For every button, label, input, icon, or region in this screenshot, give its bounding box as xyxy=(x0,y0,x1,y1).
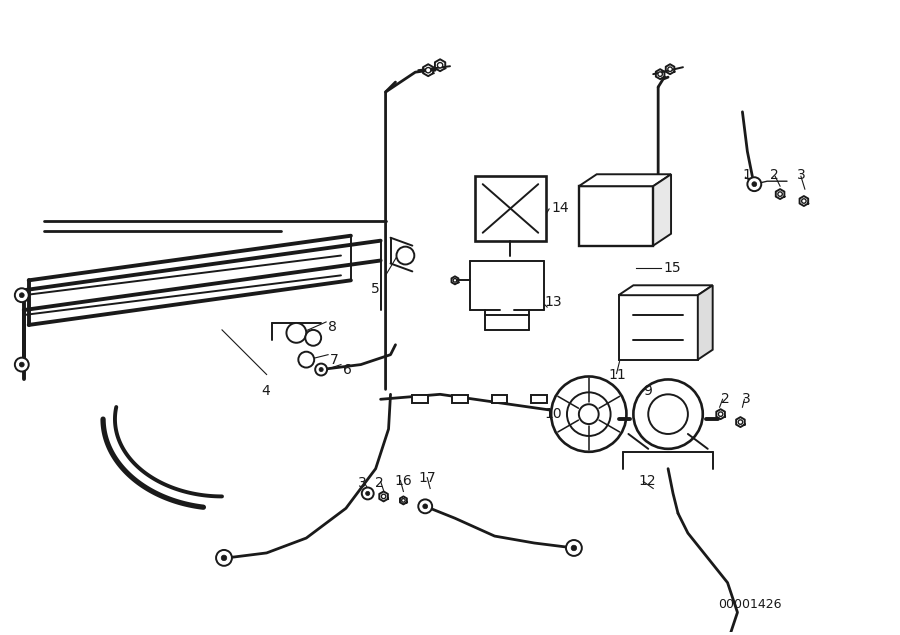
Circle shape xyxy=(418,499,432,513)
Text: 3: 3 xyxy=(742,392,752,406)
Circle shape xyxy=(718,412,723,417)
Circle shape xyxy=(14,358,29,371)
Text: 8: 8 xyxy=(328,320,337,334)
Polygon shape xyxy=(698,285,713,359)
Circle shape xyxy=(579,404,599,424)
Circle shape xyxy=(286,323,306,343)
Text: 16: 16 xyxy=(394,474,412,488)
Text: 15: 15 xyxy=(663,260,680,274)
Circle shape xyxy=(634,380,703,449)
Circle shape xyxy=(315,364,327,375)
Circle shape xyxy=(423,504,428,509)
Bar xyxy=(475,177,546,241)
Circle shape xyxy=(365,491,370,495)
Circle shape xyxy=(747,177,761,191)
Circle shape xyxy=(778,192,782,196)
Bar xyxy=(452,396,468,403)
Text: 5: 5 xyxy=(371,283,380,297)
Bar xyxy=(579,186,653,246)
Bar xyxy=(491,396,508,403)
Text: 11: 11 xyxy=(608,368,626,382)
Circle shape xyxy=(738,420,742,424)
Circle shape xyxy=(572,545,577,551)
Circle shape xyxy=(802,199,806,203)
Circle shape xyxy=(454,279,456,282)
Text: 10: 10 xyxy=(544,407,562,421)
Circle shape xyxy=(362,488,374,499)
Circle shape xyxy=(320,368,323,371)
Circle shape xyxy=(20,362,24,367)
Circle shape xyxy=(14,288,29,302)
Circle shape xyxy=(658,72,662,76)
Bar xyxy=(412,396,428,403)
Circle shape xyxy=(401,498,405,502)
Circle shape xyxy=(566,540,581,556)
Circle shape xyxy=(668,67,672,71)
Circle shape xyxy=(305,330,321,345)
Circle shape xyxy=(298,352,314,368)
Circle shape xyxy=(397,246,414,264)
Circle shape xyxy=(551,377,626,452)
Text: 14: 14 xyxy=(551,201,569,215)
Text: 2: 2 xyxy=(374,476,383,490)
Text: 6: 6 xyxy=(343,363,352,377)
Text: 13: 13 xyxy=(544,295,562,309)
Polygon shape xyxy=(579,174,671,186)
Circle shape xyxy=(648,394,688,434)
Bar xyxy=(531,396,547,403)
Circle shape xyxy=(382,494,386,498)
Text: 4: 4 xyxy=(262,384,270,398)
Circle shape xyxy=(216,550,232,566)
Text: 12: 12 xyxy=(638,474,656,488)
Circle shape xyxy=(752,182,757,187)
Text: 17: 17 xyxy=(418,471,436,485)
Text: 9: 9 xyxy=(644,384,652,398)
Polygon shape xyxy=(618,285,713,295)
Circle shape xyxy=(567,392,610,436)
Text: 2: 2 xyxy=(770,168,778,182)
Text: 1: 1 xyxy=(742,168,752,182)
Circle shape xyxy=(20,293,24,298)
Polygon shape xyxy=(618,295,698,359)
Text: 3: 3 xyxy=(358,476,366,490)
Circle shape xyxy=(221,555,227,561)
Circle shape xyxy=(437,63,443,68)
Text: 3: 3 xyxy=(796,168,806,182)
Text: 7: 7 xyxy=(330,352,338,366)
Polygon shape xyxy=(653,174,671,246)
Text: 00001426: 00001426 xyxy=(717,598,781,610)
Text: 2: 2 xyxy=(721,392,729,406)
Circle shape xyxy=(426,67,431,73)
